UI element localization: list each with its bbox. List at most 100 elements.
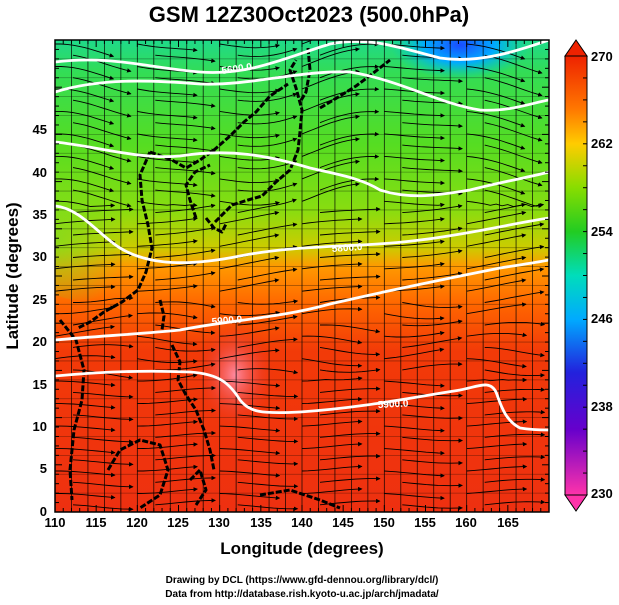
streamline (402, 122, 463, 129)
streamline (484, 167, 543, 187)
x-tick-label: 145 (332, 515, 354, 530)
streamline (219, 278, 280, 292)
streamline (55, 239, 116, 247)
streamline (137, 88, 198, 98)
streamline (155, 122, 216, 131)
streamline (155, 248, 216, 258)
colorbar-top-cap (564, 39, 588, 57)
streamline (137, 397, 198, 405)
streamline (301, 376, 363, 382)
streamline (384, 403, 445, 411)
streamline (55, 448, 116, 455)
streamline (219, 470, 281, 478)
x-tick-label: 140 (291, 515, 313, 530)
streamline (301, 182, 360, 202)
streamline (137, 487, 198, 494)
streamline (384, 43, 445, 51)
streamline (155, 144, 216, 153)
streamline (484, 346, 545, 358)
streamline (402, 361, 463, 371)
streamline (72, 167, 132, 185)
streamline (319, 476, 381, 483)
streamline (72, 99, 132, 118)
contour-5600 (55, 70, 549, 112)
streamline (384, 155, 445, 163)
y-tick-label: 40 (33, 165, 47, 180)
streamline (319, 386, 381, 393)
streamline (484, 122, 543, 142)
streamline (155, 226, 216, 236)
streamline (466, 43, 526, 60)
streamline (466, 332, 528, 338)
streamline (466, 278, 527, 292)
streamline (137, 261, 198, 270)
y-tick-label: 20 (33, 334, 47, 349)
streamline (384, 88, 445, 96)
streamline (219, 43, 280, 49)
x-tick-label: 115 (86, 515, 107, 530)
streamline (384, 133, 445, 141)
y-tick-label: 30 (33, 249, 47, 264)
coast-borneo (106, 438, 170, 510)
streamline (484, 454, 546, 461)
streamline (384, 347, 445, 360)
warm-spot (195, 320, 275, 430)
streamline (466, 441, 528, 450)
colorbar-tick-label: 262 (591, 136, 613, 151)
streamline (137, 239, 198, 247)
coast-new-guinea (259, 488, 341, 510)
coast-korea (184, 163, 211, 219)
streamline (466, 396, 528, 405)
streamline (484, 409, 546, 416)
streamline (484, 144, 543, 165)
streamline (466, 110, 526, 128)
streamline (384, 470, 445, 478)
streamline (155, 498, 216, 506)
streamline (137, 284, 198, 292)
streamline (402, 414, 463, 421)
streamline (137, 442, 198, 450)
wind-streamlines (55, 40, 546, 512)
streamline (301, 284, 363, 292)
streamline (237, 391, 299, 399)
streamline (466, 358, 527, 369)
streamline (237, 182, 298, 192)
streamline (301, 114, 360, 135)
streamline (72, 391, 134, 400)
streamline (319, 109, 380, 124)
streamline (219, 255, 280, 270)
contour-label-5900-south: 5900.0 (378, 398, 410, 411)
x-tick-label: 130 (208, 515, 230, 530)
streamline (402, 204, 463, 214)
streamline (137, 200, 198, 208)
streamline (402, 436, 463, 443)
streamline (237, 368, 299, 375)
plot-area: 5600.0 5800.0 5900.0 5900.0 (55, 40, 549, 512)
contour-labels: 5600.0 5800.0 5900.0 5900.0 (211, 62, 409, 411)
x-tick-label: 110 (45, 515, 66, 530)
streamline (237, 267, 298, 281)
streamline (219, 233, 280, 247)
streamline (484, 321, 546, 327)
coast-china-east (77, 151, 154, 330)
streamline (55, 493, 116, 500)
streamline (72, 189, 132, 208)
streamline (402, 167, 463, 174)
streamline (55, 470, 116, 478)
streamline (466, 302, 527, 315)
coast-china-north (149, 82, 289, 170)
streamline (55, 200, 116, 208)
streamline (301, 216, 363, 225)
streamline (301, 47, 360, 67)
streamline (155, 301, 216, 309)
colorbar: 270 262 254 246 238 230 (564, 39, 613, 512)
streamline (301, 239, 363, 247)
streamline (55, 133, 115, 148)
streamline (219, 178, 280, 184)
streamline (319, 324, 381, 334)
streamline (237, 198, 297, 214)
contour-5800 (55, 204, 549, 265)
streamline (301, 137, 360, 157)
streamline (484, 222, 545, 236)
streamline (466, 88, 526, 105)
